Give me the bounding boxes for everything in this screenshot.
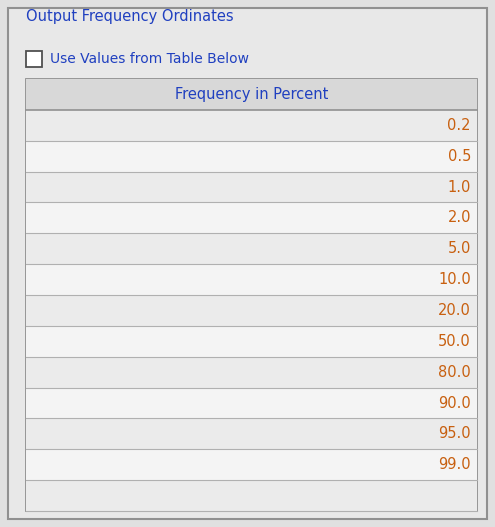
FancyBboxPatch shape bbox=[26, 387, 477, 418]
FancyBboxPatch shape bbox=[26, 326, 477, 357]
FancyBboxPatch shape bbox=[26, 141, 477, 172]
Text: Output Frequency Ordinates: Output Frequency Ordinates bbox=[26, 9, 234, 24]
Text: 20.0: 20.0 bbox=[438, 303, 471, 318]
FancyBboxPatch shape bbox=[26, 264, 477, 295]
FancyBboxPatch shape bbox=[8, 8, 487, 519]
Text: 10.0: 10.0 bbox=[438, 272, 471, 287]
Text: Use Values from Table Below: Use Values from Table Below bbox=[50, 52, 249, 66]
FancyBboxPatch shape bbox=[26, 51, 42, 67]
FancyBboxPatch shape bbox=[26, 295, 477, 326]
FancyBboxPatch shape bbox=[26, 357, 477, 387]
FancyBboxPatch shape bbox=[26, 110, 477, 141]
FancyBboxPatch shape bbox=[26, 79, 477, 110]
FancyBboxPatch shape bbox=[26, 480, 477, 511]
FancyBboxPatch shape bbox=[26, 79, 477, 511]
Text: 0.2: 0.2 bbox=[447, 118, 471, 133]
Text: 50.0: 50.0 bbox=[438, 334, 471, 349]
Text: 1.0: 1.0 bbox=[447, 180, 471, 194]
Text: 0.5: 0.5 bbox=[447, 149, 471, 164]
Text: 2.0: 2.0 bbox=[447, 210, 471, 226]
FancyBboxPatch shape bbox=[26, 233, 477, 264]
Text: 80.0: 80.0 bbox=[438, 365, 471, 379]
FancyBboxPatch shape bbox=[26, 418, 477, 450]
Text: 5.0: 5.0 bbox=[447, 241, 471, 256]
FancyBboxPatch shape bbox=[26, 450, 477, 480]
Text: 90.0: 90.0 bbox=[438, 395, 471, 411]
Text: Frequency in Percent: Frequency in Percent bbox=[175, 87, 328, 102]
Text: 99.0: 99.0 bbox=[439, 457, 471, 472]
FancyBboxPatch shape bbox=[26, 172, 477, 202]
FancyBboxPatch shape bbox=[26, 202, 477, 233]
Text: 95.0: 95.0 bbox=[439, 426, 471, 441]
